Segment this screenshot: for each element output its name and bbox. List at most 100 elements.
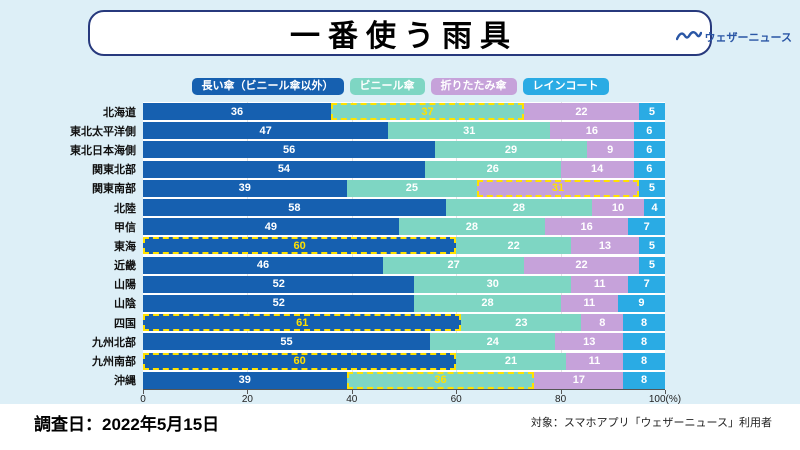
bar-segment: 11 xyxy=(565,352,624,370)
bar-segment: 11 xyxy=(571,275,629,293)
bar-segment: 54 xyxy=(143,160,425,178)
bar-segment: 22 xyxy=(524,256,639,274)
stacked-bar: 55 24 13 8 xyxy=(143,333,665,351)
row-label: 北陸 xyxy=(114,202,136,215)
row-label: 東北太平洋側 xyxy=(70,125,136,138)
chart-row: 山陰 52 28 11 9 xyxy=(0,294,800,313)
bar-segment: 28 xyxy=(398,218,545,236)
stacked-bar: 52 30 11 7 xyxy=(143,275,665,293)
bar-segment: 25 xyxy=(346,179,478,197)
chart-row: 東北太平洋側 47 31 16 6 xyxy=(0,121,800,140)
legend: 長い傘（ビニール傘以外） ビニール傘 折りたたみ傘 レインコート xyxy=(0,76,800,96)
bar-segment: 37 xyxy=(330,103,525,121)
stacked-bar: 39 25 31 5 xyxy=(143,179,665,197)
bar-segment: 6 xyxy=(633,141,665,159)
bar-segment: 16 xyxy=(550,122,634,140)
chart-row: 山陽 52 30 11 7 xyxy=(0,275,800,294)
wni-wave-icon xyxy=(675,28,702,45)
legend-item: 長い傘（ビニール傘以外） xyxy=(191,77,344,95)
bar-segment: 60 xyxy=(143,237,457,255)
bar-segment: 8 xyxy=(623,352,665,370)
row-label: 山陽 xyxy=(114,279,136,292)
legend-item: 折りたたみ傘 xyxy=(430,77,517,95)
row-label: 関東南部 xyxy=(92,183,136,196)
stacked-bar: 61 23 8 8 xyxy=(143,314,665,332)
logo-text: ウェザーニュース xyxy=(704,31,792,44)
chart-row: 関東北部 54 26 14 6 xyxy=(0,160,800,179)
bar-segment: 31 xyxy=(477,179,639,197)
bar-segment: 47 xyxy=(143,122,389,140)
target-note: 対象：スマホアプリ「ウェザーニュース」利用者 xyxy=(530,417,772,429)
bar-segment: 9 xyxy=(586,141,634,159)
bar-segment: 7 xyxy=(628,275,665,293)
footer: 調査日：2022年5月15日 対象：スマホアプリ「ウェザーニュース」利用者 xyxy=(0,404,800,450)
chart-row: 東海 60 22 13 5 xyxy=(0,236,800,255)
bar-segment: 30 xyxy=(414,275,572,293)
x-tick-label: 0 xyxy=(140,394,146,405)
bar-segment: 5 xyxy=(638,256,665,274)
bar-segment: 58 xyxy=(143,199,446,217)
row-label: 四国 xyxy=(114,317,136,330)
bar-segment: 13 xyxy=(571,237,639,255)
x-tick-label: 60 xyxy=(450,394,462,405)
survey-date: 調査日：2022年5月15日 xyxy=(34,414,220,434)
bar-segment: 60 xyxy=(143,352,457,370)
bar-segment: 36 xyxy=(346,371,535,389)
bar-segment: 17 xyxy=(534,371,624,389)
row-label: 東海 xyxy=(114,240,136,253)
weathernews-logo: ウェザーニュース xyxy=(675,28,792,45)
bar-segment: 10 xyxy=(591,199,645,217)
x-axis: 0 20 40 60 80 100(%) xyxy=(140,390,681,407)
row-label: 沖縄 xyxy=(114,375,136,388)
x-tick-label: 40 xyxy=(346,394,358,405)
bar-segment: 27 xyxy=(383,256,525,274)
row-label: 山陰 xyxy=(114,298,136,311)
bar-segment: 6 xyxy=(633,160,665,178)
bar-segment: 31 xyxy=(388,122,551,140)
bar-segment: 11 xyxy=(560,294,618,312)
bar-segment: 24 xyxy=(430,333,556,351)
stacked-bar: 49 28 16 7 xyxy=(143,218,665,236)
bar-segment: 29 xyxy=(435,141,587,159)
stacked-bar: 60 22 13 5 xyxy=(143,237,665,255)
x-tick-mark xyxy=(351,390,353,394)
row-label: 九州南部 xyxy=(92,356,136,369)
bar-segment: 39 xyxy=(143,371,347,389)
chart-row: 四国 61 23 8 8 xyxy=(0,313,800,332)
chart-row: 北陸 58 28 10 4 xyxy=(0,198,800,217)
stacked-bar: 46 27 22 5 xyxy=(143,256,665,274)
x-tick-mark xyxy=(247,390,249,394)
bar-segment: 52 xyxy=(143,275,415,293)
chart-row: 東北日本海側 56 29 9 6 xyxy=(0,140,800,159)
bar-segment: 14 xyxy=(560,160,634,178)
bar-segment: 39 xyxy=(143,179,347,197)
x-tick-label: 80 xyxy=(555,394,567,405)
bar-segment: 28 xyxy=(445,199,592,217)
bar-segment: 6 xyxy=(633,122,665,140)
bar-segment: 5 xyxy=(638,179,665,197)
stacked-bar: 39 36 17 8 xyxy=(143,371,665,389)
stacked-bar: 52 28 11 9 xyxy=(143,294,665,312)
stacked-bar-chart: 北海道 36 37 22 5 東北太平洋側 47 31 16 6 東北日本海側 56 29 9 6 関東北部 5… xyxy=(0,102,800,405)
bar-segment: 9 xyxy=(618,294,665,312)
bar-segment: 22 xyxy=(456,237,572,255)
bar-segment: 61 xyxy=(143,314,462,332)
x-tick-mark xyxy=(560,390,562,394)
chart-row: 北海道 36 37 22 5 xyxy=(0,102,800,121)
stacked-bar: 56 29 9 6 xyxy=(143,141,665,159)
bar-segment: 8 xyxy=(623,314,665,332)
bar-segment: 5 xyxy=(638,103,665,121)
stacked-bar: 60 21 11 8 xyxy=(143,352,665,370)
bar-segment: 52 xyxy=(143,294,415,312)
bar-segment: 23 xyxy=(461,314,582,332)
bar-segment: 4 xyxy=(644,199,665,217)
x-tick-label: 100(%) xyxy=(648,394,682,405)
chart-row: 関東南部 39 25 31 5 xyxy=(0,179,800,198)
stacked-bar: 54 26 14 6 xyxy=(143,160,665,178)
row-label: 東北日本海側 xyxy=(70,144,136,157)
bar-segment: 55 xyxy=(143,333,431,351)
stacked-bar: 36 37 22 5 xyxy=(143,103,665,121)
x-tick-mark xyxy=(665,390,666,394)
stacked-bar: 58 28 10 4 xyxy=(143,199,665,217)
bar-segment: 36 xyxy=(143,103,331,121)
